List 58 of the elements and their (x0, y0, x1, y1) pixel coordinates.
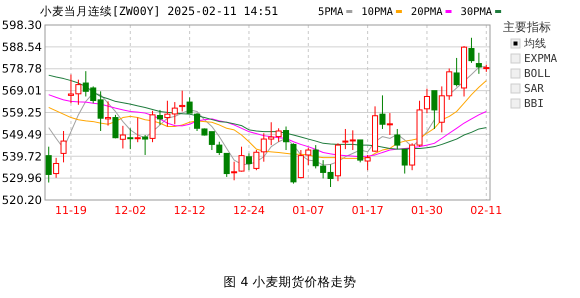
x-tick-label: 11-19 (54, 204, 87, 217)
y-tick-label: 588.54 (2, 40, 42, 54)
x-tick-label: 12-24 (232, 204, 265, 217)
text: SAR (524, 82, 544, 95)
x-tick-label: 01-30 (410, 204, 443, 217)
candlestick (105, 100, 112, 126)
legend-label: 30PMA (460, 6, 493, 18)
candlestick (142, 134, 148, 156)
candlestick (357, 139, 364, 163)
y-tick-label: 569.01 (2, 84, 42, 98)
candlestick (476, 52, 482, 74)
text: BOLL (524, 67, 551, 80)
text: 均线 (523, 37, 546, 50)
y-tick-label: 549.49 (2, 127, 42, 142)
candlestick (379, 94, 386, 130)
chart-title: 小麦当月连续[ZW00Y] 2025-02-11 14:51 (40, 4, 278, 18)
candlestick (402, 148, 408, 174)
candlestick (424, 88, 430, 114)
x-tick-label: 01-17 (352, 204, 384, 217)
candlestick (53, 157, 60, 178)
text: BBI (524, 97, 544, 110)
candlestick (134, 117, 141, 143)
candlestick (283, 126, 290, 151)
candlestick (120, 125, 126, 149)
text: 主要指标 (503, 20, 551, 34)
x-tick-label: 12-02 (114, 204, 146, 217)
x-tick-label: 01-07 (292, 204, 324, 217)
candlestick (112, 114, 118, 139)
candlestick (150, 110, 156, 143)
legend-label: 5PMA (318, 6, 344, 18)
candlestick (127, 128, 134, 150)
candlestick (179, 90, 186, 112)
text: EXPMA (524, 52, 558, 65)
candlestick (60, 130, 67, 163)
candlestick (231, 161, 238, 181)
y-tick-label: 539.72 (2, 149, 42, 164)
candlestick (454, 57, 460, 87)
candlestick (386, 112, 393, 136)
legend-label: 20PMA (410, 6, 444, 18)
y-tick-label: 529.96 (2, 171, 42, 186)
caption: 图 4 小麦期货价格走势 (224, 274, 356, 289)
y-tick-label: 578.78 (2, 62, 42, 76)
candlestick (46, 146, 52, 184)
y-tick-label: 520.20 (2, 193, 42, 207)
candlestick (394, 128, 400, 150)
candlestick (246, 152, 252, 171)
legend-label: 10PMA (361, 6, 394, 18)
y-tick-label: 598.30 (2, 18, 42, 32)
x-tick-label: 12-12 (174, 204, 206, 217)
candlestick (238, 146, 245, 172)
candlestick (186, 96, 193, 114)
y-tick-label: 559.25 (2, 106, 42, 120)
candlestick (156, 109, 163, 126)
candlestick (468, 37, 474, 64)
candlestick (364, 154, 371, 171)
x-tick-label: 02-11 (470, 204, 502, 217)
candlestick (224, 152, 230, 178)
candlestick (431, 90, 438, 130)
